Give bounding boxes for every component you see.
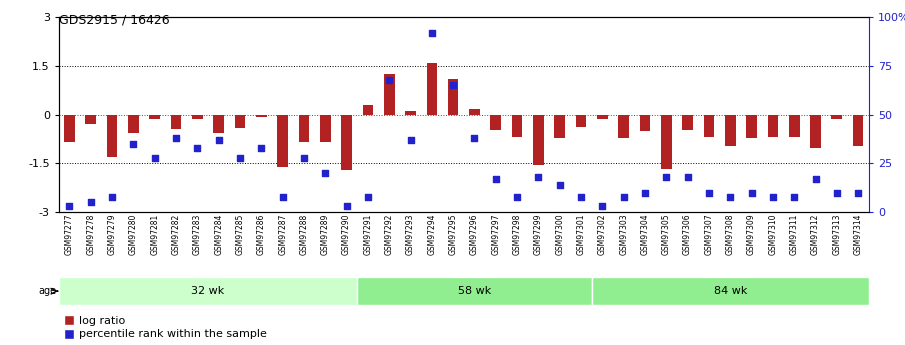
Point (552, 182, 567, 188)
Bar (214, 115, 224, 132)
Point (787, 194, 802, 199)
Bar (426, 63, 437, 115)
Bar (256, 115, 267, 117)
Point (169, 135, 184, 141)
Bar (171, 115, 181, 129)
Bar (832, 115, 843, 119)
Point (659, 174, 673, 180)
Bar (810, 115, 821, 148)
Text: 32 wk: 32 wk (191, 286, 224, 296)
Point (701, 190, 716, 195)
Bar (59, 277, 357, 305)
Bar (511, 115, 522, 137)
Point (424, 30, 439, 36)
Bar (592, 277, 869, 305)
Bar (661, 115, 672, 169)
Point (148, 155, 162, 160)
Point (254, 145, 269, 151)
Bar (703, 115, 714, 137)
Bar (85, 115, 96, 125)
Bar (149, 115, 160, 119)
Point (233, 155, 247, 160)
Bar (469, 109, 480, 115)
Bar (405, 111, 416, 115)
Point (361, 194, 376, 199)
Point (830, 190, 844, 195)
Bar (618, 115, 629, 138)
Bar (357, 277, 592, 305)
Point (446, 83, 461, 88)
Text: age: age (39, 286, 57, 296)
Bar (491, 115, 501, 130)
Bar (555, 115, 565, 138)
Bar (853, 115, 863, 146)
Bar (341, 115, 352, 170)
Bar (234, 115, 245, 128)
Point (489, 176, 503, 182)
Bar (597, 115, 607, 119)
Point (190, 145, 205, 151)
Point (531, 174, 546, 180)
Bar (448, 79, 459, 115)
Point (467, 135, 481, 141)
Point (318, 170, 332, 176)
Point (297, 155, 311, 160)
Bar (277, 115, 288, 167)
Legend: log ratio, percentile rank within the sample: log ratio, percentile rank within the sa… (64, 316, 267, 339)
Point (851, 190, 865, 195)
Bar (747, 115, 757, 138)
Text: GDS2915 / 16426: GDS2915 / 16426 (59, 14, 169, 27)
Point (510, 194, 524, 199)
Point (105, 194, 119, 199)
Bar (576, 115, 586, 127)
Bar (384, 74, 395, 115)
Point (808, 176, 823, 182)
Point (766, 194, 780, 199)
Point (723, 194, 738, 199)
Point (574, 194, 588, 199)
Point (595, 204, 610, 209)
Bar (64, 115, 75, 142)
Bar (107, 115, 118, 157)
Text: 58 wk: 58 wk (458, 286, 491, 296)
Point (616, 194, 631, 199)
Bar (320, 115, 330, 142)
Point (212, 137, 226, 143)
Bar (725, 115, 736, 146)
Bar (363, 105, 373, 115)
Point (681, 174, 695, 180)
Point (126, 141, 140, 147)
Point (382, 77, 396, 82)
Point (404, 137, 418, 143)
Point (62, 204, 77, 209)
Point (275, 194, 290, 199)
Bar (682, 115, 693, 130)
Bar (533, 115, 544, 165)
Point (339, 204, 354, 209)
Bar (299, 115, 310, 142)
Point (83, 200, 98, 205)
Bar (789, 115, 799, 137)
Point (638, 190, 653, 195)
Point (744, 190, 758, 195)
Bar (129, 115, 138, 132)
Bar (640, 115, 651, 131)
Bar (192, 115, 203, 119)
Bar (767, 115, 778, 137)
Text: 84 wk: 84 wk (713, 286, 747, 296)
